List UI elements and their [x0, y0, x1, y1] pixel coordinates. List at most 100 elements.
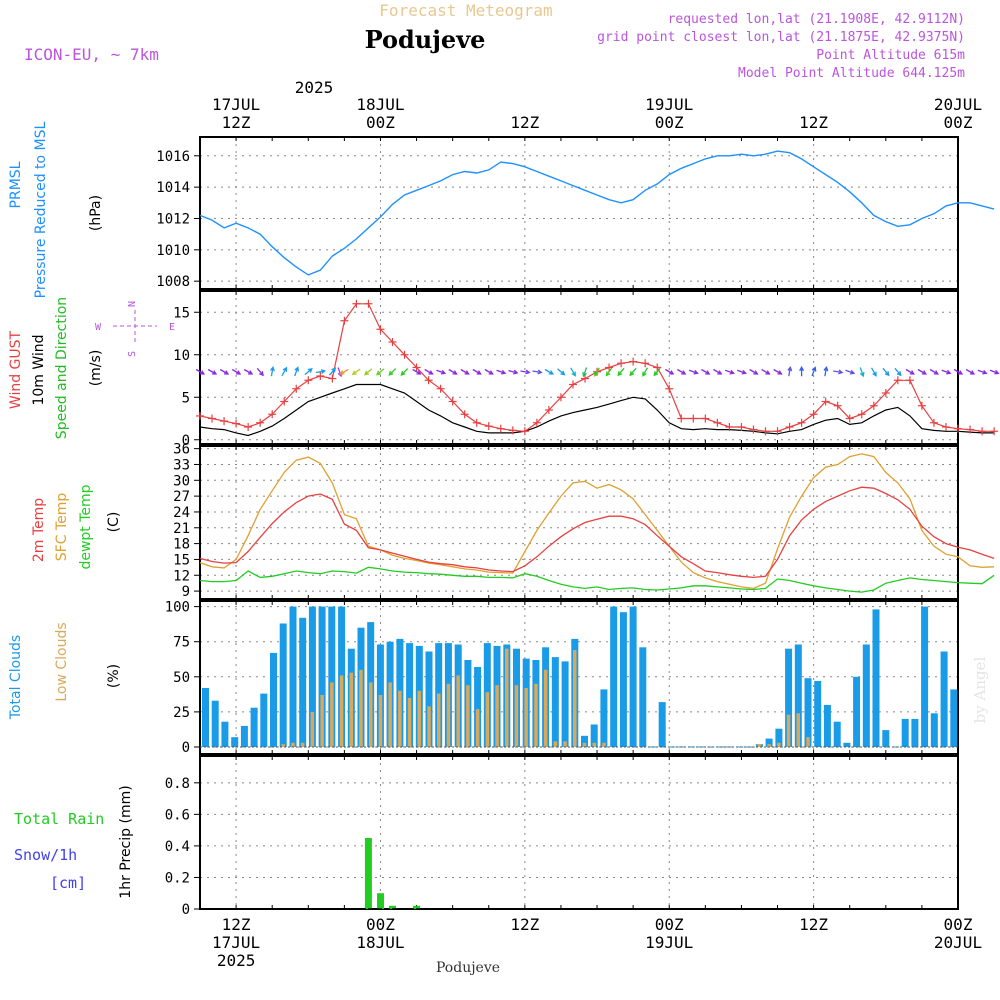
- temp-unit: (C): [106, 512, 122, 533]
- wind-direction-arrow: [231, 368, 242, 375]
- low-cloud-bar: [349, 672, 353, 747]
- wind-direction-arrow: [484, 368, 494, 375]
- gust-marker: [605, 363, 614, 372]
- total-cloud-bar: [794, 644, 802, 747]
- arrow-head: [513, 369, 519, 375]
- bottom-tick-date: 17JUL: [212, 933, 260, 952]
- low-cloud-bar: [582, 742, 587, 747]
- gust-marker: [520, 427, 529, 436]
- grid-point: grid point closest lon,lat (21.1875E, 42…: [597, 30, 965, 45]
- total-cloud-bar: [425, 651, 433, 747]
- gust-marker: [448, 397, 457, 406]
- low-cloud-bar: [388, 682, 392, 747]
- arrow-shaft: [594, 367, 600, 376]
- arrow-shaft: [941, 369, 951, 374]
- rain-bar: [413, 905, 421, 909]
- arrow-head: [799, 365, 805, 372]
- low-cloud-bar: [757, 744, 762, 747]
- wind-direction-arrow: [269, 365, 275, 377]
- gust-marker: [869, 401, 878, 410]
- arrow-head: [921, 370, 927, 375]
- y-tick-label: 1012: [156, 211, 190, 227]
- gust-marker: [581, 374, 590, 383]
- y-tick-label: 0: [182, 902, 190, 918]
- arrow-shaft: [665, 368, 674, 375]
- total-cloud-bar: [619, 612, 627, 747]
- arrow-head: [211, 370, 218, 375]
- arrow-shaft: [570, 367, 576, 376]
- compass-e: E: [169, 322, 175, 333]
- arrow-head: [994, 369, 1000, 375]
- low-cloud-bar: [602, 742, 606, 747]
- arrow-shaft: [460, 368, 469, 375]
- arrow-shaft: [557, 368, 565, 376]
- precip-label-cm: [cm]: [50, 874, 86, 892]
- wind-direction-arrow: [773, 368, 783, 375]
- low-cloud-bar: [427, 706, 431, 747]
- total-cloud-bar: [629, 606, 637, 747]
- wind-direction-arrow: [472, 368, 482, 375]
- clouds-label-total: Total Clouds: [8, 635, 24, 720]
- gust-marker: [508, 426, 517, 435]
- arrow-head: [294, 366, 300, 372]
- rain-bar: [389, 905, 396, 909]
- y-tick-label: 0.2: [165, 870, 190, 886]
- arrow-shaft: [977, 369, 987, 374]
- top-tick-time: 00Z: [655, 113, 684, 132]
- panel-pressure: 1008 1010 1012 1014 1016 PRMSL Pressure Reduce…: [8, 121, 995, 298]
- wind-gust-line: [199, 303, 995, 432]
- arrow-shaft: [436, 369, 446, 374]
- total-cloud-bar: [231, 737, 239, 747]
- arrow-head: [363, 370, 370, 376]
- arrow-head: [811, 366, 817, 372]
- total-cloud-bar: [785, 648, 793, 747]
- gust-marker: [821, 397, 830, 406]
- total-cloud-bar: [260, 693, 268, 747]
- wind-direction-arrow: [508, 369, 519, 375]
- low-cloud-bar: [592, 742, 596, 747]
- arrow-head: [320, 369, 327, 374]
- arrow-head: [307, 367, 313, 373]
- top-tick-time: 00Z: [944, 113, 973, 132]
- arrow-shaft: [424, 368, 433, 375]
- y-tick-label: 33: [173, 457, 190, 473]
- arrow-shaft: [352, 368, 361, 375]
- gust-marker: [833, 401, 842, 410]
- wind-direction-arrow: [544, 368, 554, 375]
- gust-marker: [568, 380, 577, 389]
- gust-marker: [773, 427, 782, 436]
- arrow-head: [488, 370, 494, 375]
- arrow-shaft: [412, 368, 421, 375]
- arrow-head: [440, 369, 447, 375]
- arrow-head: [223, 370, 230, 375]
- arrow-shaft: [953, 368, 963, 375]
- arrow-shaft: [582, 367, 588, 377]
- y-tick-label: 75: [173, 635, 190, 651]
- total-cloud-bar: [202, 688, 209, 747]
- wind-direction-arrow: [281, 366, 288, 376]
- gust-marker: [268, 410, 277, 419]
- low-cloud-bar: [359, 669, 363, 747]
- gust-marker: [990, 427, 999, 436]
- total-cloud-bar: [843, 742, 851, 747]
- top-tick-date: 18JUL: [356, 95, 404, 114]
- arrow-head: [548, 370, 554, 375]
- arrow-head: [282, 366, 288, 372]
- arrow-shaft: [859, 367, 864, 377]
- arrow-shaft: [677, 368, 686, 375]
- arrow-shaft: [532, 370, 542, 374]
- arrow-head: [705, 370, 711, 375]
- wind-speed-line: [199, 383, 995, 437]
- arrow-shaft: [688, 369, 698, 374]
- wind-direction-arrow: [823, 365, 829, 377]
- y-tick-label: 9: [182, 584, 190, 600]
- gust-marker: [917, 401, 926, 410]
- wind-direction-arrow: [496, 369, 507, 375]
- arrow-shaft: [905, 368, 915, 375]
- total-cloud-bar: [279, 623, 287, 747]
- wind-direction-arrow: [582, 367, 588, 378]
- low-cloud-bar: [534, 683, 538, 747]
- wind-direction-arrow: [339, 368, 349, 375]
